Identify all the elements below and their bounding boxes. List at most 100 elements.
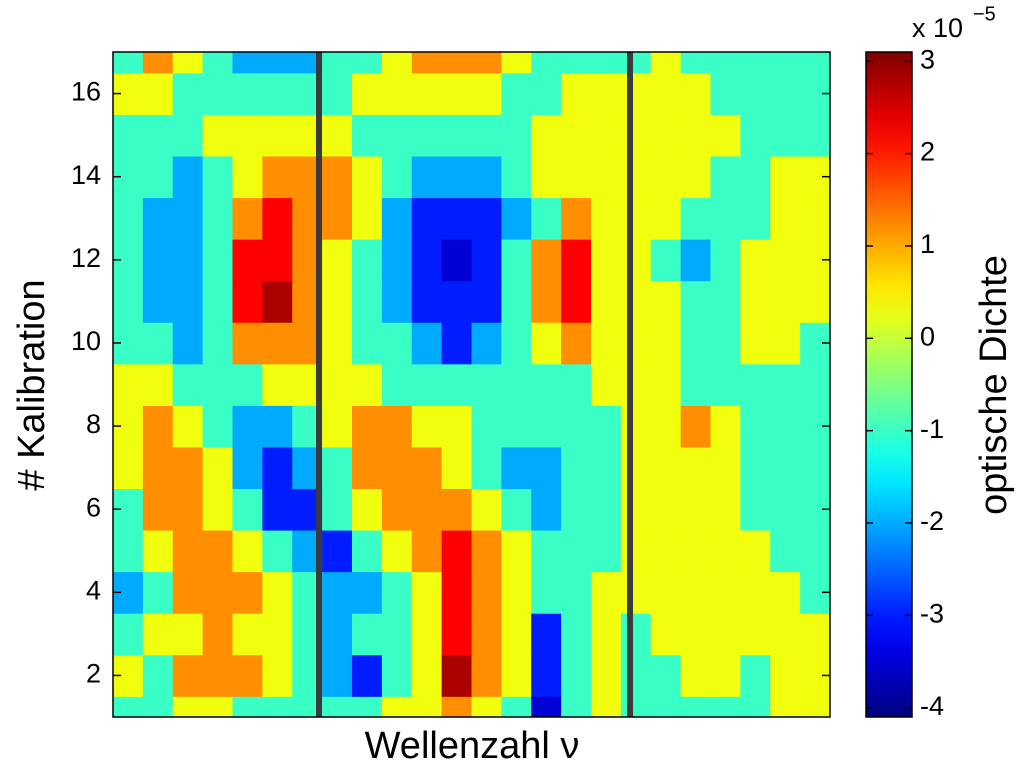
contour-cell bbox=[710, 363, 741, 406]
contour-cell bbox=[501, 239, 532, 282]
contour-cell bbox=[650, 155, 682, 199]
contour-cell bbox=[322, 488, 353, 531]
contour-cell bbox=[352, 197, 383, 240]
contour-cell bbox=[770, 654, 801, 697]
contour-cell bbox=[800, 446, 830, 490]
contour-cell bbox=[770, 280, 801, 323]
contour-cell bbox=[262, 696, 293, 717]
contour-cell bbox=[142, 654, 174, 697]
contour-cell bbox=[680, 155, 712, 199]
contour-cell bbox=[411, 239, 443, 282]
contour-cell bbox=[471, 280, 502, 323]
contour-cell bbox=[471, 446, 502, 490]
contour-cell bbox=[770, 52, 801, 74]
contour-cell bbox=[172, 571, 204, 614]
contour-cell bbox=[232, 488, 263, 531]
contour-cell bbox=[471, 363, 502, 406]
contour-cell bbox=[113, 280, 144, 323]
contour-cell bbox=[441, 529, 473, 573]
contour-cell bbox=[411, 488, 443, 531]
contour-cell bbox=[292, 696, 323, 717]
contour-cell bbox=[471, 114, 502, 157]
contour-cell bbox=[441, 363, 473, 406]
contour-cell bbox=[650, 72, 682, 115]
contour-cell bbox=[650, 239, 682, 282]
contour-cell bbox=[352, 696, 383, 717]
contour-cell bbox=[531, 280, 562, 323]
y-tick-label: 8 bbox=[86, 409, 101, 439]
contour-cell bbox=[501, 197, 532, 240]
contour-cell bbox=[232, 155, 263, 199]
colorbar-tick-label: -3 bbox=[920, 599, 944, 629]
contour-cell bbox=[531, 488, 562, 531]
contour-cell bbox=[800, 280, 830, 323]
contour-cell bbox=[710, 696, 741, 717]
contour-cell bbox=[322, 280, 353, 323]
contour-cell bbox=[262, 613, 293, 656]
colorbar bbox=[865, 51, 913, 718]
contour-cell bbox=[172, 322, 204, 365]
contour-cell bbox=[113, 529, 144, 573]
contour-cell bbox=[710, 72, 741, 115]
contour-cell bbox=[352, 52, 383, 74]
contour-cell bbox=[591, 529, 622, 573]
contour-cell bbox=[740, 529, 771, 573]
contour-cell bbox=[352, 571, 383, 614]
contour-cell bbox=[142, 613, 174, 656]
contour-cell bbox=[620, 654, 652, 697]
contour-cell bbox=[322, 239, 353, 282]
contour-cell bbox=[202, 72, 234, 115]
y-tick-label: 4 bbox=[86, 575, 101, 605]
contour-cell bbox=[262, 446, 293, 490]
contour-cell bbox=[800, 529, 830, 573]
contour-cell bbox=[501, 405, 532, 448]
contour-cell bbox=[441, 197, 473, 240]
contour-cell bbox=[561, 280, 592, 323]
contour-cell bbox=[770, 197, 801, 240]
contour-cell bbox=[262, 529, 293, 573]
contour-cell bbox=[441, 405, 473, 448]
contour-cell bbox=[800, 114, 830, 157]
contour-cell bbox=[411, 363, 443, 406]
contour-cell bbox=[531, 529, 562, 573]
contour-cell bbox=[620, 155, 652, 199]
contour-cell bbox=[441, 280, 473, 323]
contour-cell bbox=[620, 363, 652, 406]
contour-cell bbox=[471, 197, 502, 240]
contour-cell bbox=[561, 488, 592, 531]
contour-cell bbox=[591, 155, 622, 199]
contour-cell bbox=[352, 654, 383, 697]
contour-cell bbox=[471, 155, 502, 199]
contour-cell bbox=[770, 571, 801, 614]
contour-cell bbox=[620, 197, 652, 240]
y-tick-label: 12 bbox=[71, 243, 101, 273]
contour-cell bbox=[202, 197, 234, 240]
colorbar-label: optische Dichte bbox=[973, 255, 1015, 515]
contour-cell bbox=[770, 155, 801, 199]
contour-cell bbox=[770, 363, 801, 406]
contour-cell bbox=[650, 654, 682, 697]
contour-cell bbox=[740, 114, 771, 157]
contour-cell bbox=[381, 613, 413, 656]
contour-cell bbox=[411, 155, 443, 199]
contour-cell bbox=[202, 571, 234, 614]
contour-cell bbox=[202, 696, 234, 717]
contour-cell bbox=[262, 52, 293, 74]
contour-cell bbox=[262, 114, 293, 157]
contour-cell bbox=[471, 322, 502, 365]
contour-cell bbox=[650, 529, 682, 573]
contour-cell bbox=[471, 571, 502, 614]
contour-cell bbox=[561, 446, 592, 490]
contour-cell bbox=[650, 280, 682, 323]
contour-cell bbox=[322, 571, 353, 614]
contour-cell bbox=[232, 197, 263, 240]
contour-cell bbox=[680, 654, 712, 697]
contour-cell bbox=[591, 280, 622, 323]
contour-cell bbox=[680, 405, 712, 448]
contour-cell bbox=[471, 488, 502, 531]
contour-cell bbox=[770, 613, 801, 656]
contour-cell bbox=[381, 280, 413, 323]
contour-cell bbox=[352, 72, 383, 115]
contour-cell bbox=[232, 446, 263, 490]
contour-cell bbox=[710, 155, 741, 199]
